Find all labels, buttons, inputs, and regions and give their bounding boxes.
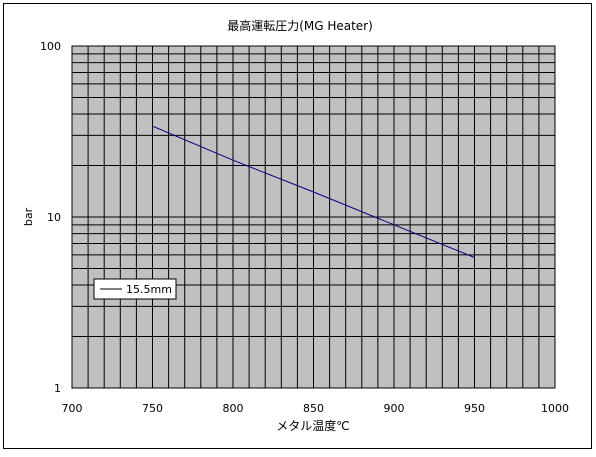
x-tick-label: 850 <box>303 402 324 415</box>
y-tick-label: 10 <box>47 211 61 224</box>
x-axis-label: メタル温度℃ <box>276 418 349 433</box>
legend-label: 15.5mm <box>126 283 172 296</box>
legend: 15.5mm <box>94 279 176 299</box>
y-tick-label: 1 <box>54 382 61 395</box>
x-tick-label: 950 <box>464 402 485 415</box>
y-axis-label: bar <box>22 207 35 226</box>
chart-title: 最高運転圧力(MG Heater) <box>227 18 373 33</box>
x-tick-label: 1000 <box>541 402 569 415</box>
x-tick-label: 800 <box>223 402 244 415</box>
x-tick-label: 750 <box>142 402 163 415</box>
grid <box>72 46 555 388</box>
x-tick-label: 900 <box>384 402 405 415</box>
y-tick-label: 100 <box>40 40 61 53</box>
x-tick-label: 700 <box>62 402 83 415</box>
